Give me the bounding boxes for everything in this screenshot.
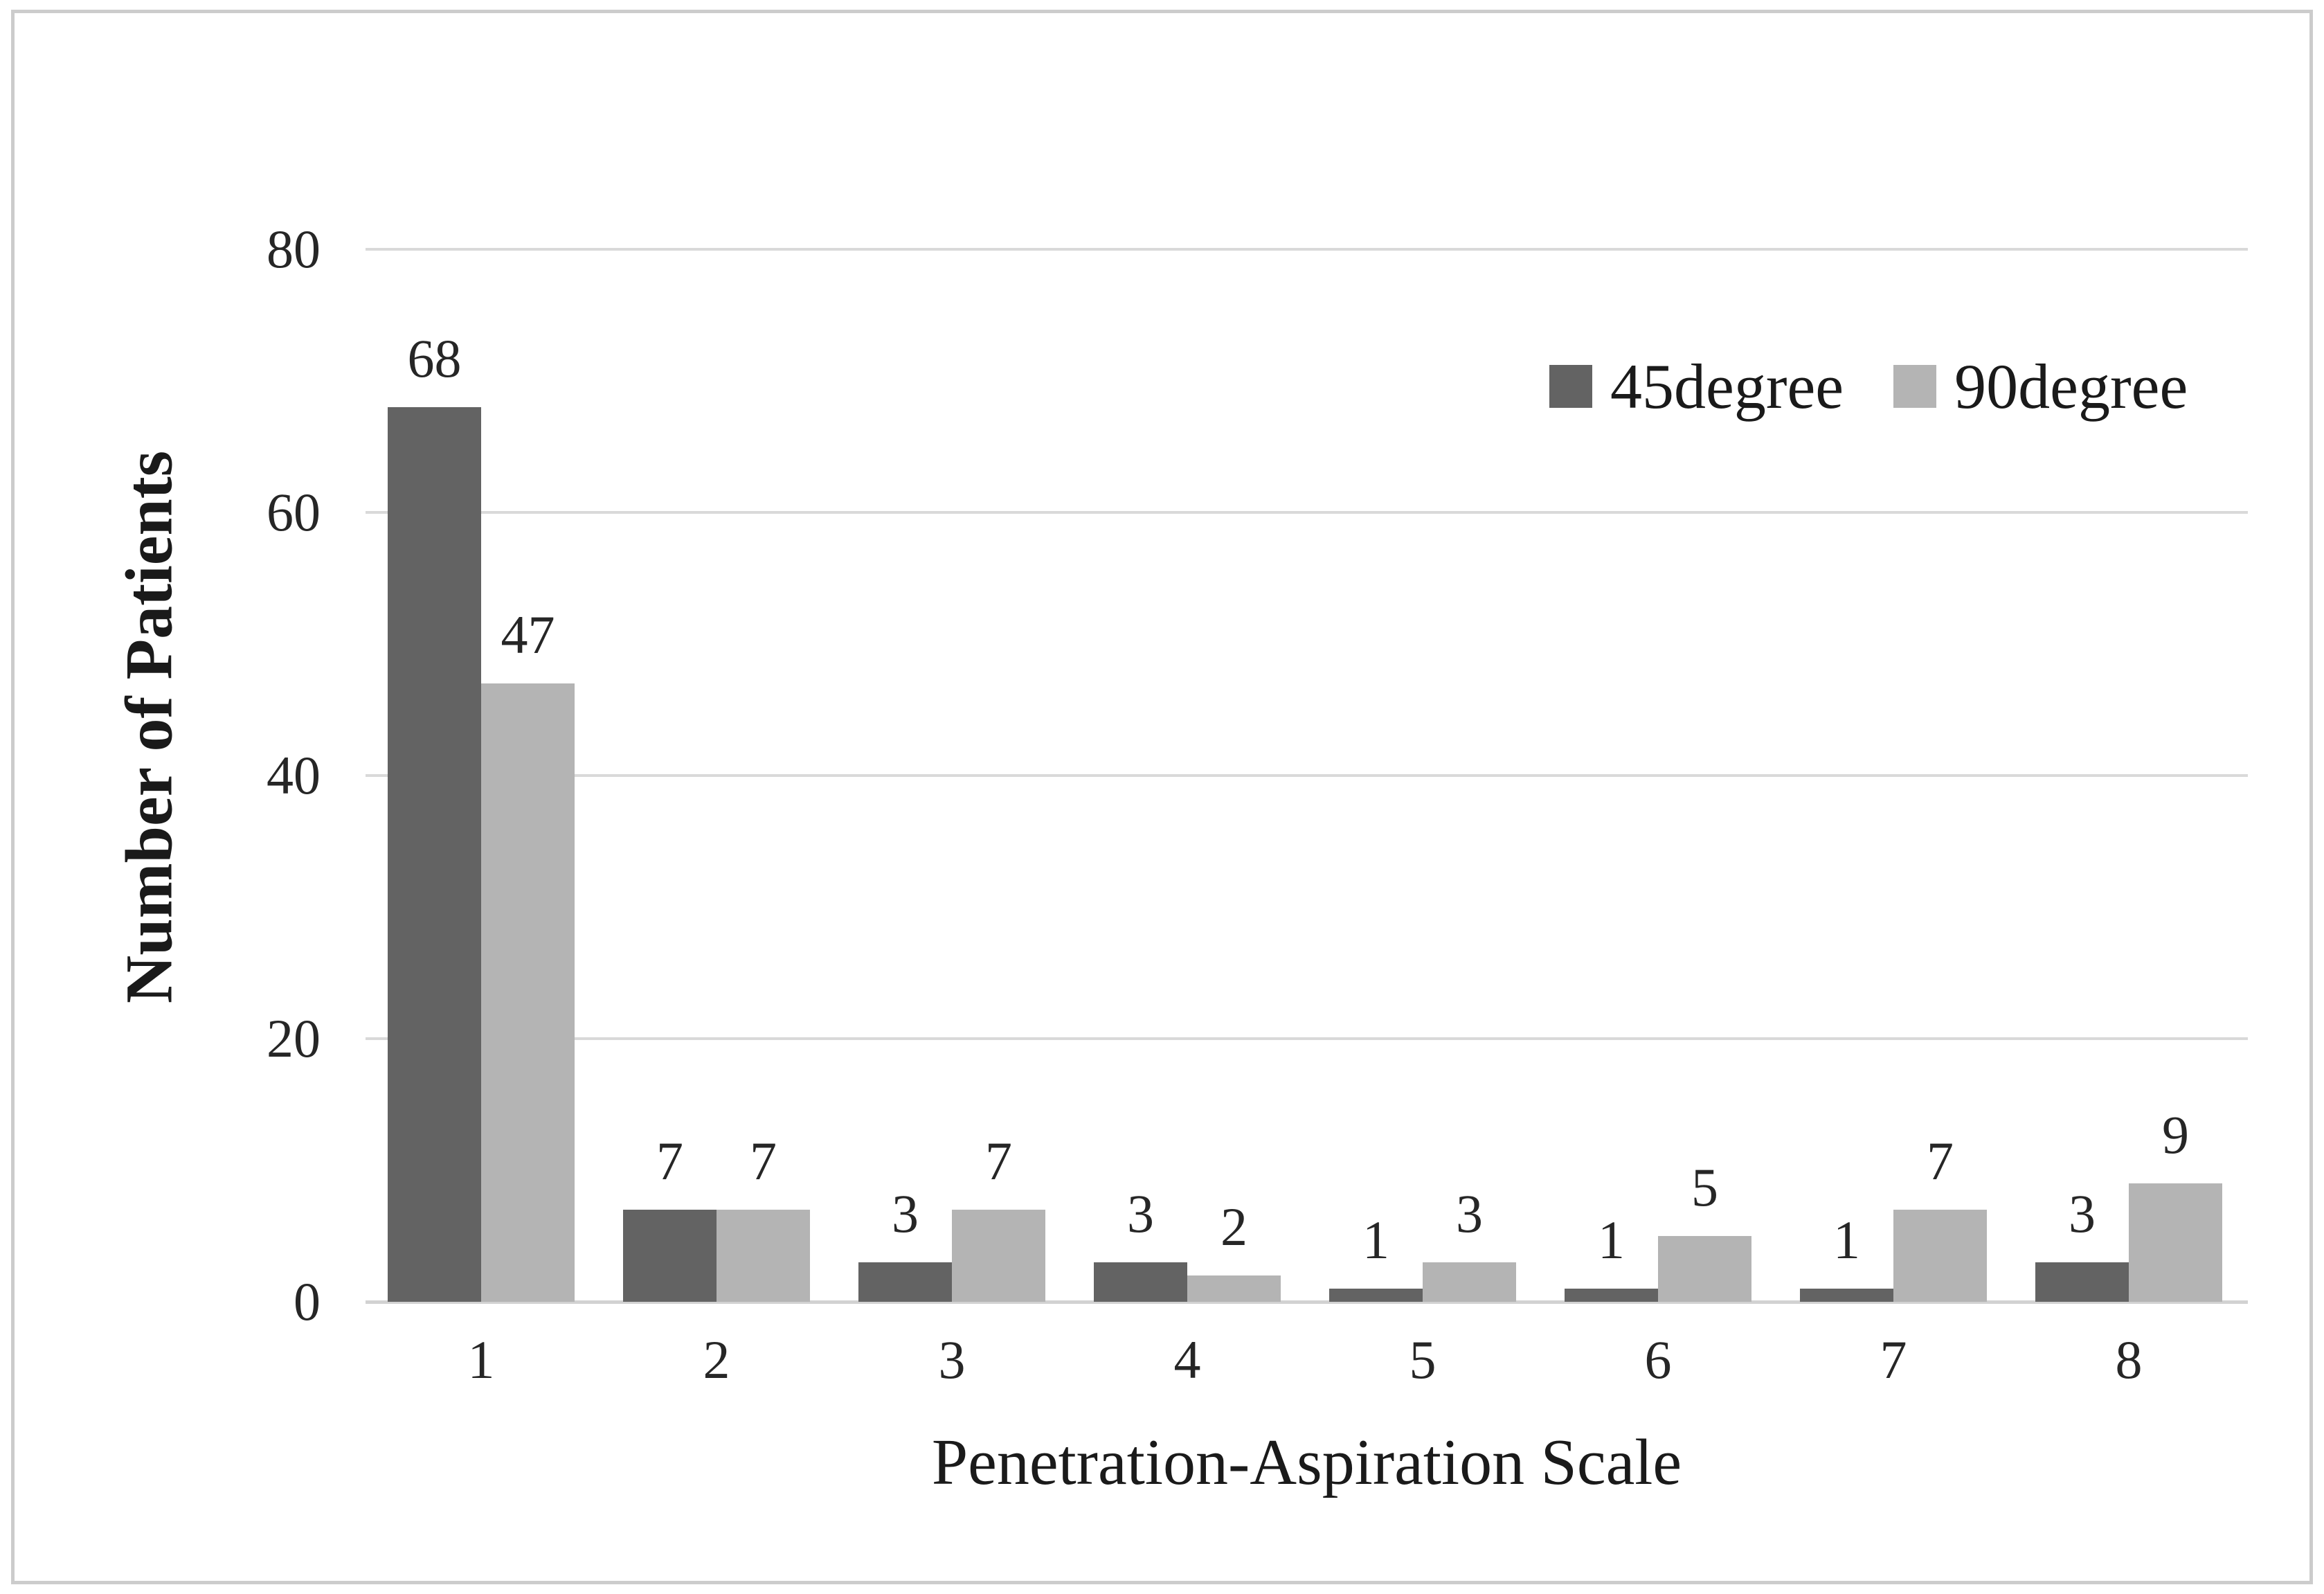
data-label-90degree-4: 2 (1220, 1197, 1247, 1257)
data-label-90degree-2: 7 (750, 1131, 777, 1191)
x-category-label-4: 4 (1173, 1329, 1201, 1390)
x-category-label-8: 8 (2115, 1329, 2143, 1390)
legend-item-45degree: 45degree (1549, 350, 1844, 423)
x-category-label-2: 2 (703, 1329, 730, 1390)
data-label-90degree-8: 9 (2162, 1104, 2189, 1165)
bar-45degree-2 (623, 1210, 717, 1302)
bar-90degree-4 (1187, 1275, 1281, 1302)
y-tick-label-80: 80 (267, 219, 321, 279)
data-label-45degree-7: 1 (1833, 1210, 1860, 1270)
y-tick-label-40: 40 (267, 745, 321, 805)
legend-label-45degree: 45degree (1610, 351, 1844, 422)
data-label-90degree-3: 7 (985, 1131, 1012, 1191)
bar-45degree-6 (1565, 1289, 1658, 1302)
bar-45degree-4 (1094, 1262, 1187, 1302)
bar-90degree-3 (952, 1210, 1045, 1302)
bar-90degree-8 (2129, 1183, 2222, 1302)
legend: 45degree 90degree (1549, 350, 2188, 423)
legend-marker-90degree (1893, 365, 1937, 408)
bar-90degree-6 (1658, 1236, 1751, 1302)
x-category-label-1: 1 (467, 1329, 495, 1390)
bar-90degree-7 (1893, 1210, 1987, 1302)
data-label-90degree-7: 7 (1927, 1131, 1954, 1191)
bar-90degree-5 (1423, 1262, 1516, 1302)
data-label-90degree-6: 5 (1691, 1157, 1718, 1217)
gridline-20 (366, 1037, 2248, 1040)
x-category-label-6: 6 (1644, 1329, 1672, 1390)
data-label-90degree-5: 3 (1456, 1183, 1483, 1244)
x-axis-title: Penetration-Aspiration Scale (931, 1426, 1682, 1498)
legend-label-90degree: 90degree (1954, 351, 2188, 422)
data-label-90degree-1: 47 (501, 605, 555, 665)
data-label-45degree-2: 7 (656, 1131, 683, 1191)
gridline-40 (366, 774, 2248, 777)
x-category-label-5: 5 (1409, 1329, 1436, 1390)
x-category-label-3: 3 (938, 1329, 966, 1390)
y-tick-label-60: 60 (267, 482, 321, 542)
bar-45degree-7 (1800, 1289, 1893, 1302)
y-tick-label-0: 0 (294, 1271, 321, 1332)
bar-90degree-1 (481, 683, 575, 1302)
gridline-80 (366, 248, 2248, 251)
data-label-45degree-6: 1 (1598, 1210, 1625, 1270)
x-axis-line (366, 1300, 2248, 1304)
bar-45degree-1 (388, 407, 481, 1302)
data-label-45degree-8: 3 (2069, 1183, 2096, 1244)
legend-marker-45degree (1549, 365, 1592, 408)
y-axis-title: Number of Patients (111, 450, 186, 1004)
bar-45degree-3 (858, 1262, 952, 1302)
bar-90degree-2 (717, 1210, 810, 1302)
gridline-60 (366, 511, 2248, 514)
data-label-45degree-5: 1 (1362, 1210, 1389, 1270)
bar-45degree-5 (1329, 1289, 1423, 1302)
data-label-45degree-3: 3 (892, 1183, 919, 1244)
data-label-45degree-4: 3 (1127, 1183, 1154, 1244)
y-tick-label-20: 20 (267, 1008, 321, 1068)
figure-border (11, 10, 2313, 1584)
data-label-45degree-1: 68 (407, 328, 462, 388)
x-category-label-7: 7 (1880, 1329, 1907, 1390)
legend-item-90degree: 90degree (1893, 350, 2188, 423)
bar-45degree-8 (2035, 1262, 2129, 1302)
